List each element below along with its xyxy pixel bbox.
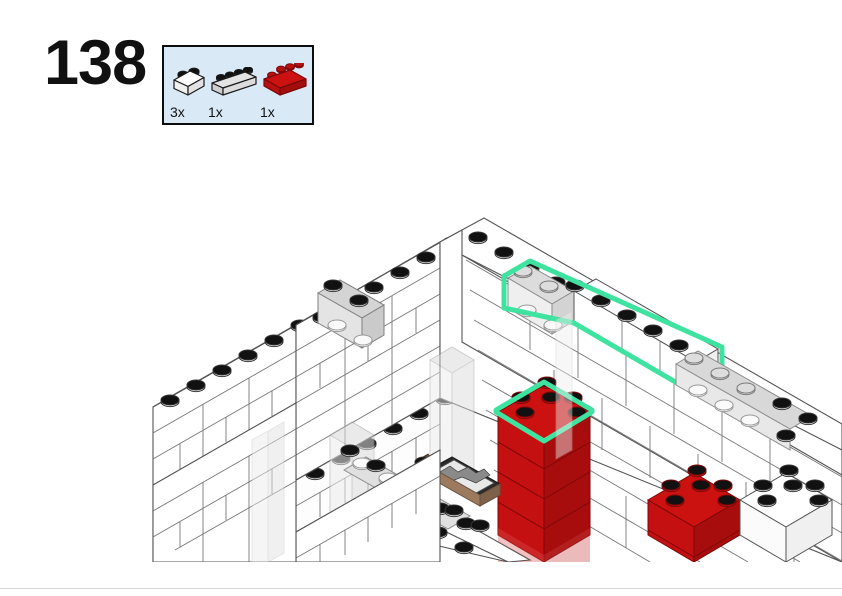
- part-quantity-label: 1x: [208, 104, 223, 120]
- brick-gray-center-top: [317, 279, 385, 349]
- plate-gray-right: [675, 350, 818, 451]
- footer-rule: [0, 588, 842, 589]
- lego-brick-2x3-red-icon: [260, 60, 310, 104]
- part-quantity-label: 1x: [260, 104, 275, 120]
- build-illustration: [0, 150, 842, 562]
- parts-list: 3x: [164, 47, 312, 123]
- lego-brick-1x2-white-icon: [170, 67, 208, 104]
- step-number: 138: [44, 28, 147, 98]
- clear-bricks-center: [555, 310, 573, 460]
- detail-printed-tile: [414, 453, 502, 507]
- brick-white-right-lower: [739, 464, 833, 562]
- part-item-white-1x2: 3x: [170, 67, 208, 119]
- red-column: [493, 376, 595, 562]
- part-item-red-2x3: 1x: [260, 60, 310, 120]
- highlight-outline-red-brick: [493, 379, 595, 444]
- parts-callout-box: 3x: [162, 45, 314, 125]
- part-quantity-label: 3x: [170, 104, 185, 120]
- highlighted-red-2x3-brick: [493, 376, 595, 444]
- lego-brick-1x4-gray-icon: [208, 66, 260, 104]
- part-item-gray-1x4: 1x: [208, 66, 260, 120]
- clear-bricks-left: [251, 421, 285, 562]
